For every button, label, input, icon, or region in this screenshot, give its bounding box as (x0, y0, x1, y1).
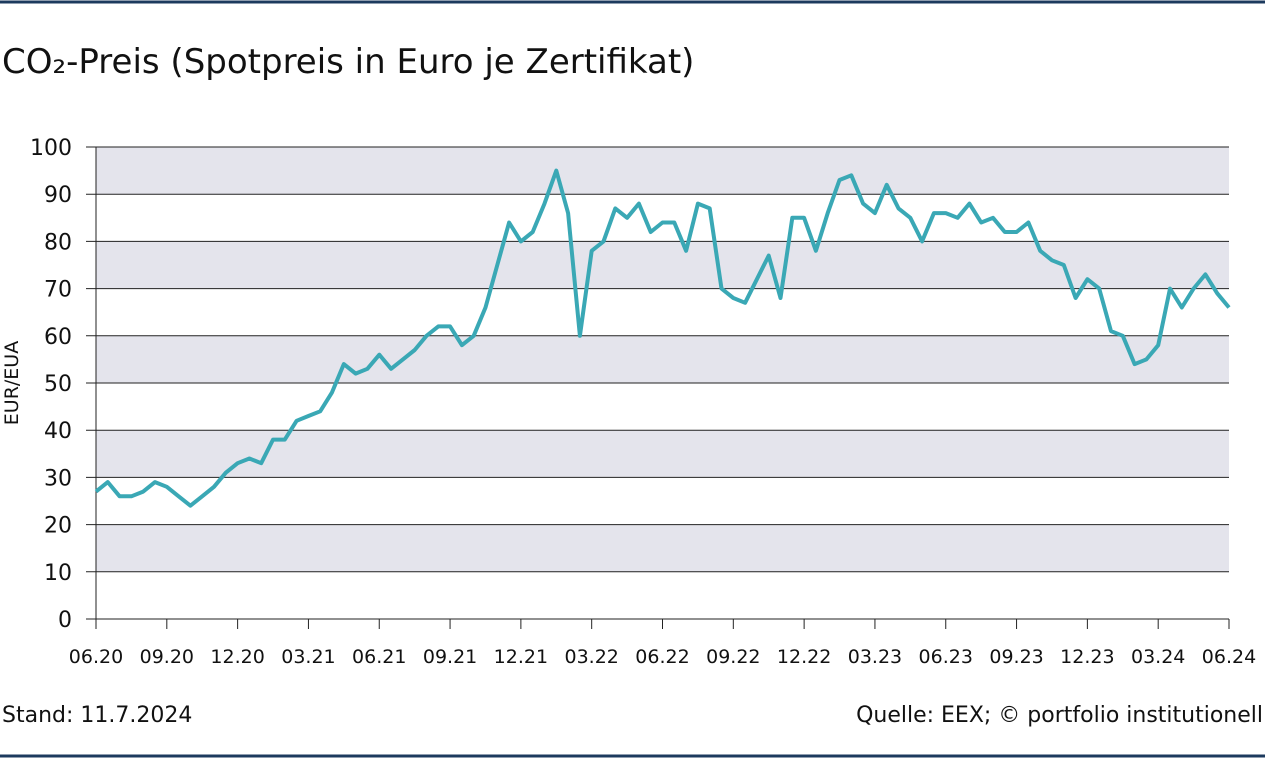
source: Quelle: EEX; © portfolio institutionell (856, 703, 1263, 728)
x-tick-label: 09.23 (989, 646, 1043, 668)
y-tick-label: 10 (44, 561, 72, 586)
x-tick-label: 12.23 (1060, 646, 1114, 668)
price-line (94, 168, 1231, 508)
band (96, 147, 1229, 195)
x-tick-label: 06.20 (69, 646, 123, 668)
y-tick-label: 30 (44, 466, 72, 491)
y-tick-label: 40 (44, 419, 72, 444)
x-tick-label: 03.24 (1131, 646, 1185, 668)
x-tick-label: 12.20 (210, 646, 264, 668)
x-tick-label: 03.21 (281, 646, 335, 668)
y-tick-label: 90 (44, 183, 72, 208)
y-tick-label: 50 (44, 372, 72, 397)
y-axis-label: EUR/EUA (1, 341, 23, 425)
y-tick-label: 70 (44, 278, 72, 303)
y-tick-label: 0 (58, 608, 72, 633)
x-tick-label: 09.22 (706, 646, 760, 668)
y-tick-label: 20 (44, 514, 72, 539)
x-tick-label: 09.21 (423, 646, 477, 668)
x-tick-label: 06.21 (352, 646, 406, 668)
chart-title: CO₂-Preis (Spotpreis in Euro je Zertifik… (2, 42, 694, 82)
y-tick-label: 60 (44, 325, 72, 350)
band (96, 524, 1229, 572)
y-tick-label: 100 (30, 136, 72, 161)
x-tick-label: 12.21 (494, 646, 548, 668)
x-tick-label: 09.20 (140, 646, 194, 668)
note: Stand: 11.7.2024 (2, 703, 192, 728)
y-tick-label: 80 (44, 230, 72, 255)
band (96, 335, 1229, 383)
x-tick-label: 12.22 (777, 646, 831, 668)
x-tick-label: 06.22 (635, 646, 689, 668)
x-tick-label: 03.23 (848, 646, 902, 668)
x-tick-label: 06.23 (919, 646, 973, 668)
x-tick-label: 06.24 (1202, 646, 1256, 668)
x-tick-label: 03.22 (564, 646, 618, 668)
